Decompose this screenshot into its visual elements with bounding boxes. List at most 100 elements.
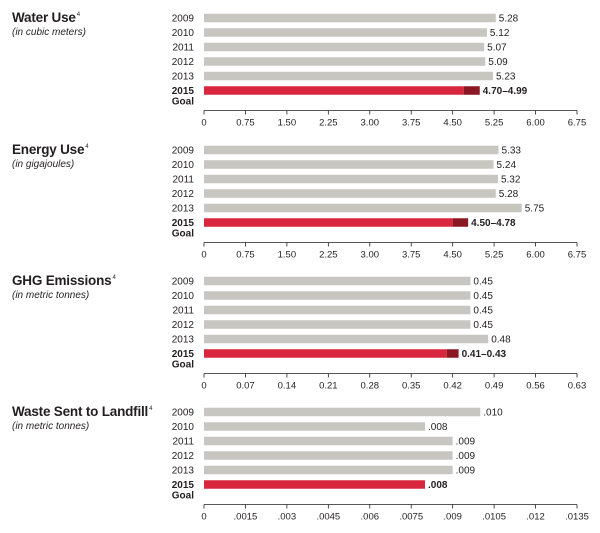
bar-2011 [204,436,453,446]
x-tick-label: .0015 [234,512,258,523]
x-tick-label: 6.75 [568,118,587,129]
x-tick-label: 1.50 [278,250,297,261]
chart-title-text: Waste Sent to Landfill [12,404,148,419]
year-label: 2009 [172,408,195,419]
bar-2011 [204,42,485,52]
chart-subtitle: (in gigajoules) [12,159,74,170]
bar-2010 [204,291,471,300]
bar-value-label: 0.45 [473,291,493,302]
goal-label: Goal [172,360,194,371]
year-label: 2012 [172,451,195,462]
x-tick-label: 0 [201,381,206,392]
x-tick-label: .0135 [565,512,589,523]
bar-2010 [204,160,494,169]
x-tick-label: 0.56 [526,381,545,392]
bar-value-label: 5.75 [525,204,545,215]
year-label: 2013 [172,466,195,477]
goal-year-label: 2015 [172,86,195,97]
year-label: 2012 [172,57,195,68]
bar-value-label: 5.28 [499,14,519,25]
x-tick-label: .003 [278,512,297,523]
year-label: 2010 [172,291,195,302]
x-tick-label: 0.75 [236,250,255,261]
goal-bar [204,480,426,489]
year-label: 2010 [172,28,195,39]
year-label: 2009 [172,146,195,157]
goal-label: Goal [172,97,194,108]
x-tick-label: .006 [361,512,380,523]
bar-value-label: 5.32 [501,175,521,186]
goal-year-label: 2015 [172,218,195,229]
x-tick-label: 3.00 [361,250,380,261]
goal-label: Goal [172,491,194,502]
chart-subtitle: (in cubic meters) [12,27,86,38]
x-tick-label: 6.00 [526,250,545,261]
x-tick-label: 0.07 [236,381,255,392]
goal-value-label: .008 [428,480,448,491]
chart-title: Water Use4 [12,10,81,25]
bar-2009 [204,13,496,23]
x-tick-label: 0.28 [361,381,380,392]
bar-2012 [204,320,471,329]
bar-2012 [204,189,496,198]
x-tick-label: 4.50 [443,250,462,261]
x-tick-label: 0.21 [319,381,338,392]
x-tick-label: .012 [526,512,545,523]
x-tick-label: .0075 [399,512,423,523]
bar-value-label: 5.12 [490,28,510,39]
x-tick-label: 0.63 [568,381,587,392]
chart-title-footnote: 4 [77,12,81,18]
chart-title-text: Energy Use [12,142,85,157]
x-tick-label: 5.25 [485,250,504,261]
bar-value-label: .009 [456,437,476,448]
year-label: 2009 [172,277,195,288]
year-label: 2010 [172,160,195,171]
goal-bar [204,86,464,95]
chart-subtitle: (in metric tonnes) [12,290,89,301]
bar-value-label: .008 [428,422,448,433]
x-tick-label: 1.50 [278,118,297,129]
x-tick-label: 3.75 [402,250,421,261]
goal-year-label: 2015 [172,349,195,360]
goal-value-label: 4.70–4.99 [483,86,528,97]
bar-2012 [204,451,453,460]
chart-title-footnote: 4 [85,144,89,150]
x-tick-label: .009 [443,512,462,523]
chart-title: Energy Use4 [12,142,89,157]
bar-value-label: 5.23 [496,72,516,83]
bar-2013 [204,334,489,344]
bar-value-label: 5.09 [488,57,508,68]
bar-value-label: 0.45 [473,320,493,331]
chart-title: GHG Emissions4 [12,273,116,288]
x-tick-label: 0.14 [278,381,297,392]
bar-value-label: 0.45 [473,306,493,317]
bar-value-label: 5.28 [499,189,519,200]
year-label: 2013 [172,72,195,83]
bar-2013 [204,203,522,213]
bar-value-label: .009 [456,451,476,462]
bar-2010 [204,28,487,37]
x-tick-label: 2.25 [319,118,338,129]
bar-2011 [204,305,471,315]
bar-2009 [204,276,471,286]
bar-2012 [204,57,486,66]
x-tick-label: .0045 [316,512,340,523]
year-label: 2011 [172,437,194,448]
x-tick-label: 0.42 [443,381,462,392]
bar-2013 [204,465,453,475]
year-label: 2013 [172,335,195,346]
bar-2010 [204,422,426,431]
goal-value-label: 0.41–0.43 [462,349,507,360]
bar-value-label: .010 [483,408,503,419]
chart-title-text: GHG Emissions [12,273,111,288]
year-label: 2011 [172,306,194,317]
bar-value-label: 0.48 [491,335,511,346]
bar-2013 [204,71,494,81]
x-tick-label: 5.25 [485,118,504,129]
year-label: 2012 [172,320,195,331]
x-tick-label: 3.00 [361,118,380,129]
year-label: 2012 [172,189,195,200]
chart-subtitle: (in metric tonnes) [12,421,89,432]
bar-2009 [204,145,499,155]
